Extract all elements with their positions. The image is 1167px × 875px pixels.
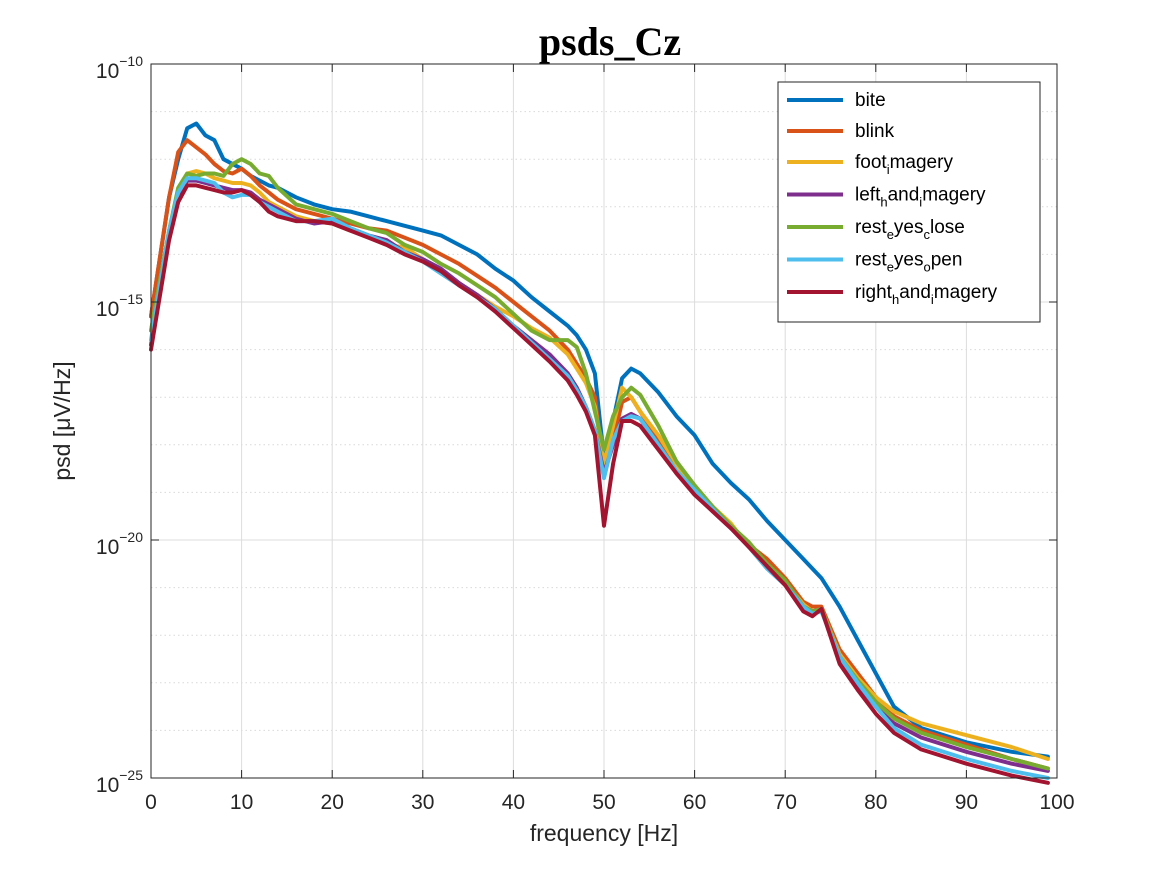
legend-label: bite [855,90,886,111]
legend-item-left-hand-imagery: lefthandimagery [787,185,986,210]
series-lines [149,121,1050,785]
y-tick-label: 10−25 [96,767,143,797]
y-tick-label: 10−15 [96,291,143,321]
x-tick-label: 10 [230,791,253,814]
legend-item-foot-imagery: footimagery [787,152,953,177]
legend: bite blink footimagery lefthandimagery reste… [777,81,1041,323]
legend-label: lefthandimagery [855,185,986,210]
x-tick-labels: 0 10 20 30 40 50 60 70 80 90 100 [145,791,1074,814]
series-line-blink [149,138,1050,771]
legend-label: resteyesopen [855,250,962,275]
y-tick-label: 10−20 [96,529,143,559]
x-tick-label: 100 [1039,791,1074,814]
x-tick-label: 70 [774,791,797,814]
legend-label: resteyesclose [855,217,965,242]
legend-item-rest-eyes-close: resteyesclose [787,217,965,242]
x-tick-label: 20 [321,791,344,814]
y-tick-labels: 10−10 10−15 10−20 10−25 [96,53,143,797]
series-line-right-hand-imagery [149,183,1050,785]
x-tick-label: 30 [411,791,434,814]
legend-item-right-hand-imagery: righthandimagery [787,282,998,307]
x-tick-label: 40 [502,791,525,814]
legend-label: footimagery [855,152,953,177]
legend-box [777,81,1041,323]
x-tick-label: 0 [145,791,157,814]
x-axis-label: frequency [Hz] [530,820,678,846]
chart-title: psds_Cz [539,19,681,64]
x-tick-label: 90 [955,791,978,814]
x-tick-label: 50 [592,791,615,814]
y-tick-label: 10−10 [96,53,143,83]
legend-label: righthandimagery [855,282,998,307]
legend-label: blink [855,121,895,142]
legend-item-blink: blink [787,121,895,142]
x-tick-label: 60 [683,791,706,814]
legend-item-rest-eyes-open: resteyesopen [787,250,962,275]
x-tick-label: 80 [864,791,887,814]
y-axis-label: psd [μV/Hz] [49,361,75,480]
legend-item-bite: bite [787,90,886,111]
axis-ticks [150,63,1058,779]
